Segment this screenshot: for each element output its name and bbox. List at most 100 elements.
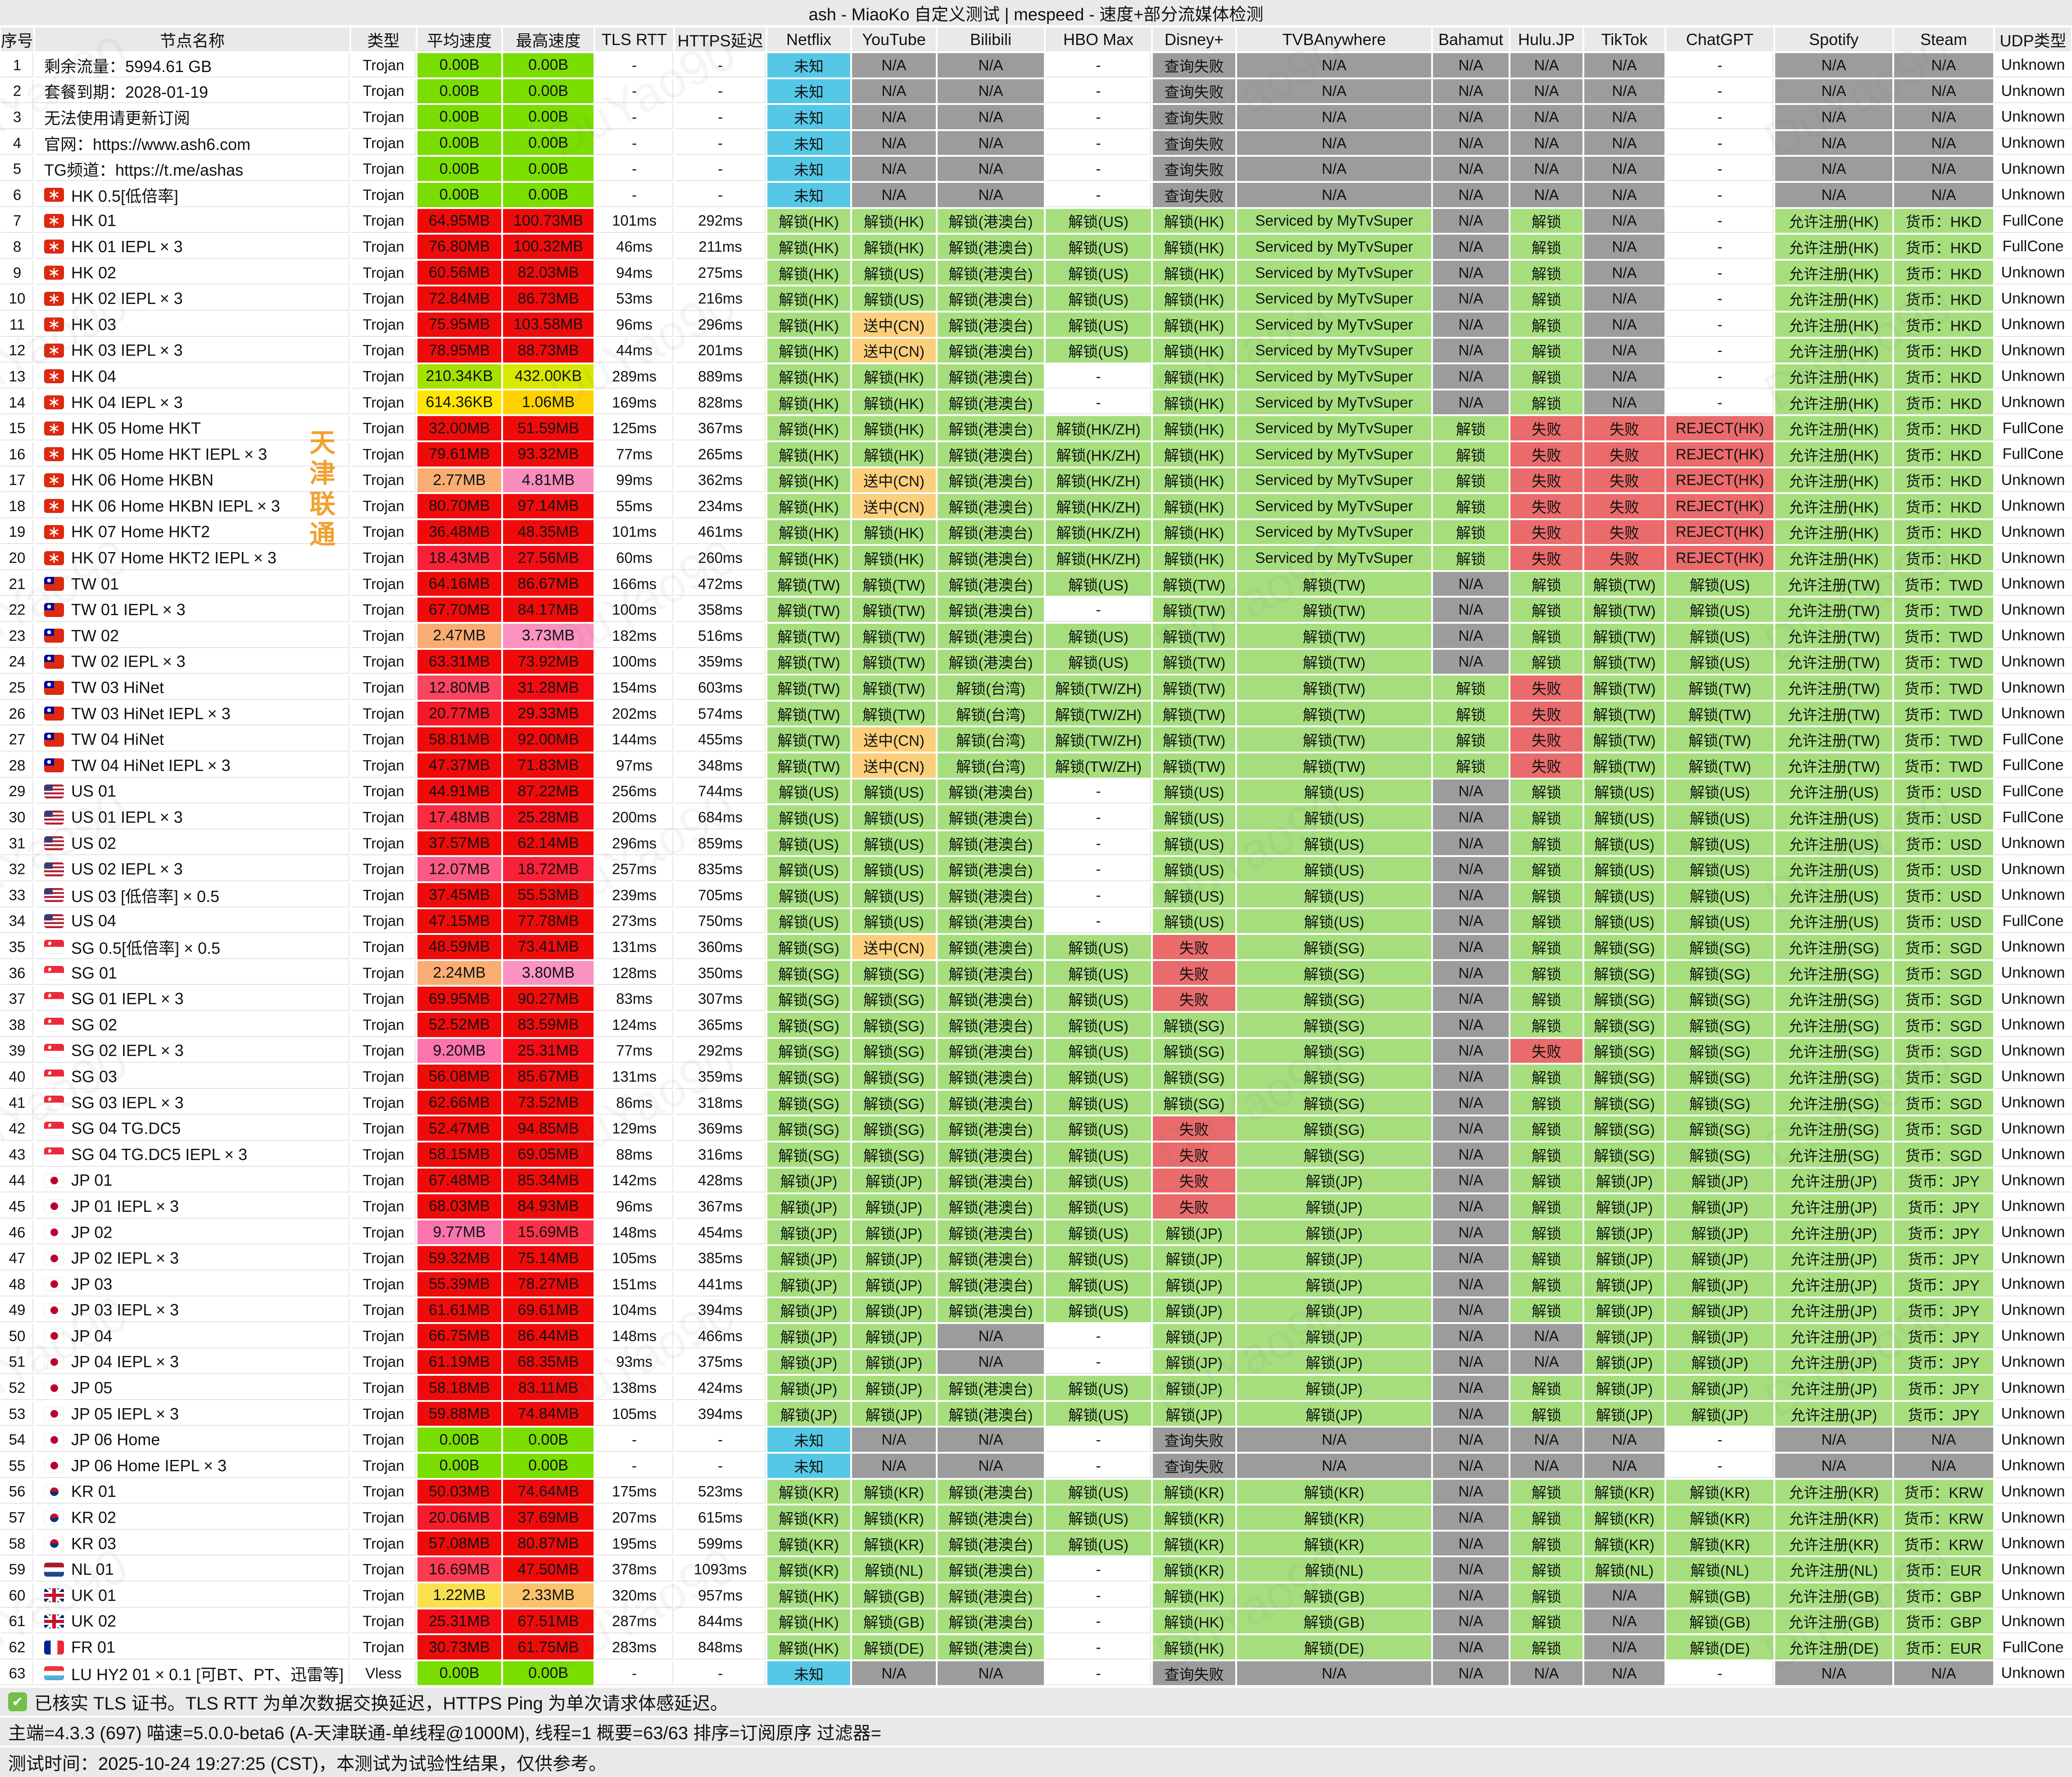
cell-node-name: TW 01: [34, 571, 350, 597]
cell-tls-rtt: 97ms: [594, 753, 674, 779]
cell-tvbanywhere: 解锁(US): [1236, 856, 1432, 882]
cell-tvbanywhere: 解锁(SG): [1236, 1089, 1432, 1116]
cell-https-delay: 684ms: [674, 804, 766, 830]
cell-tls-rtt: -: [594, 52, 674, 78]
cell-bahamut: N/A: [1432, 1141, 1510, 1168]
cell-chatgpt: 解锁(GB): [1665, 1582, 1774, 1609]
cell-youtube: 解锁(JP): [851, 1349, 937, 1375]
cell-tiktok: 解锁(KR): [1583, 1505, 1665, 1531]
cell-hulu-jp: N/A: [1510, 1453, 1583, 1479]
page-title: ash - MiaoKo 自定义测试 | mespeed - 速度+部分流媒体检…: [0, 0, 2072, 27]
cell-seq: 60: [0, 1582, 34, 1609]
cell-youtube: 解锁(TW): [851, 700, 937, 727]
cell-chatgpt: 解锁(US): [1665, 778, 1774, 805]
cell-bilibili: N/A: [937, 1323, 1045, 1349]
cell-bilibili: N/A: [937, 1427, 1045, 1453]
table-row: 36 SG 01 Trojan 2.24MB 3.80MB 128ms 350ms 解锁(SG…: [0, 960, 2072, 986]
cell-udp-type: Unknown: [1994, 311, 2072, 338]
cell-tiktok: N/A: [1583, 389, 1665, 416]
cell-tiktok: N/A: [1583, 259, 1665, 286]
cell-bilibili: 解锁(港澳台): [937, 1219, 1045, 1246]
table-row: 53 JP 05 IEPL × 3 Trojan 59.88MB 74.84MB 105m…: [0, 1401, 2072, 1427]
table-header-row: 序号 节点名称 类型 平均速度 最高速度 TLS RTT HTTPS延迟 Netflix You…: [0, 27, 2072, 52]
cell-tls-rtt: 273ms: [594, 908, 674, 934]
cell-node-name: SG 04 TG.DC5: [34, 1115, 350, 1142]
cell-tls-rtt: -: [594, 78, 674, 104]
cell-disney: 解锁(JP): [1152, 1297, 1236, 1324]
cell-seq: 45: [0, 1193, 34, 1219]
cell-chatgpt: 解锁(SG): [1665, 1089, 1774, 1116]
col-node-name: 节点名称: [34, 27, 350, 52]
node-name-text: HK 01: [71, 211, 117, 230]
cell-spotify: 允许注册(JP): [1774, 1375, 1893, 1401]
cell-youtube: 解锁(HK): [851, 234, 937, 260]
cell-spotify: N/A: [1774, 78, 1893, 104]
cell-https-delay: -: [674, 1427, 766, 1453]
cell-hbomax: 解锁(US): [1045, 1478, 1152, 1505]
cell-avg-speed: 52.52MB: [417, 1011, 502, 1038]
cell-seq: 28: [0, 753, 34, 779]
cell-spotify: 允许注册(JP): [1774, 1219, 1893, 1246]
jp-flag-icon: [44, 1407, 64, 1421]
cell-seq: 26: [0, 700, 34, 727]
cell-steam: 货币：USD: [1893, 882, 1994, 908]
cell-udp-type: Unknown: [1994, 1245, 2072, 1271]
cell-tvbanywhere: 解锁(KR): [1236, 1478, 1432, 1505]
cell-netflix: 未知: [766, 104, 851, 130]
node-name-text: US 02: [71, 834, 117, 852]
cell-tiktok: 解锁(SG): [1583, 1064, 1665, 1090]
cell-tvbanywhere: Serviced by MyTvSuper: [1236, 286, 1432, 312]
cell-tiktok: 解锁(TW): [1583, 648, 1665, 675]
cell-hulu-jp: N/A: [1510, 1660, 1583, 1686]
cell-udp-type: Unknown: [1994, 882, 2072, 908]
cell-https-delay: 307ms: [674, 986, 766, 1012]
cell-node-name: LU HY2 01 × 0.1 [可BT、PT、迅雷等]: [34, 1660, 350, 1686]
cell-netflix: 解锁(KR): [766, 1478, 851, 1505]
cell-youtube: 解锁(GB): [851, 1582, 937, 1609]
cell-avg-speed: 2.47MB: [417, 623, 502, 649]
cell-tiktok: 解锁(JP): [1583, 1193, 1665, 1219]
table-row: 20HK 07 Home HKT2 IEPL × 3Trojan18.43MB2…: [0, 545, 2072, 571]
cell-max-speed: 78.27MB: [502, 1271, 594, 1297]
cell-tls-rtt: 200ms: [594, 804, 674, 830]
cell-avg-speed: 48.59MB: [417, 934, 502, 960]
cell-youtube: 解锁(HK): [851, 389, 937, 416]
cell-steam: 货币：JPY: [1893, 1219, 1994, 1246]
cell-tls-rtt: 175ms: [594, 1478, 674, 1505]
cell-steam: 货币：HKD: [1893, 286, 1994, 312]
cell-chatgpt: 解锁(SG): [1665, 934, 1774, 960]
cell-tls-rtt: 101ms: [594, 208, 674, 234]
cell-avg-speed: 64.95MB: [417, 208, 502, 234]
cell-bahamut: N/A: [1432, 1660, 1510, 1686]
cell-type: Trojan: [350, 415, 417, 441]
tw-flag-icon: [44, 577, 64, 591]
cell-avg-speed: 76.80MB: [417, 234, 502, 260]
cell-tiktok: N/A: [1583, 78, 1665, 104]
cell-disney: 解锁(HK): [1152, 337, 1236, 364]
table-row: 12 HK 03 IEPL × 3 Trojan78.95MB88.73MB44ms…: [0, 337, 2072, 364]
cell-node-name: HK 02 IEPL × 3: [34, 286, 350, 312]
cell-hulu-jp: 解锁: [1510, 1478, 1583, 1505]
cell-type: Trojan: [350, 571, 417, 597]
cell-netflix: 解锁(HK): [766, 545, 851, 571]
cell-hulu-jp: N/A: [1510, 1323, 1583, 1349]
cell-avg-speed: 66.75MB: [417, 1323, 502, 1349]
cell-bahamut: N/A: [1432, 960, 1510, 986]
cell-https-delay: 615ms: [674, 1505, 766, 1531]
cell-disney: 解锁(SG): [1152, 1011, 1236, 1038]
cell-hulu-jp: 解锁: [1510, 648, 1583, 675]
cell-bilibili: 解锁(港澳台): [937, 648, 1045, 675]
cell-tvbanywhere: 解锁(JP): [1236, 1323, 1432, 1349]
cell-steam: 货币：HKD: [1893, 337, 1994, 364]
cell-spotify: 允许注册(JP): [1774, 1193, 1893, 1219]
cell-max-speed: 82.03MB: [502, 259, 594, 286]
cell-spotify: 允许注册(HK): [1774, 208, 1893, 234]
cell-type: Trojan: [350, 1505, 417, 1531]
cell-type: Trojan: [350, 52, 417, 78]
cell-hulu-jp: 解锁: [1510, 1375, 1583, 1401]
cell-netflix: 解锁(JP): [766, 1167, 851, 1194]
cell-tiktok: N/A: [1583, 363, 1665, 390]
cell-hbomax: -: [1045, 1349, 1152, 1375]
cell-seq: 5: [0, 156, 34, 182]
table-row: 33 US 03 [低倍率] × 0.5 Trojan 37.45MB 55.53MB 2…: [0, 882, 2072, 908]
